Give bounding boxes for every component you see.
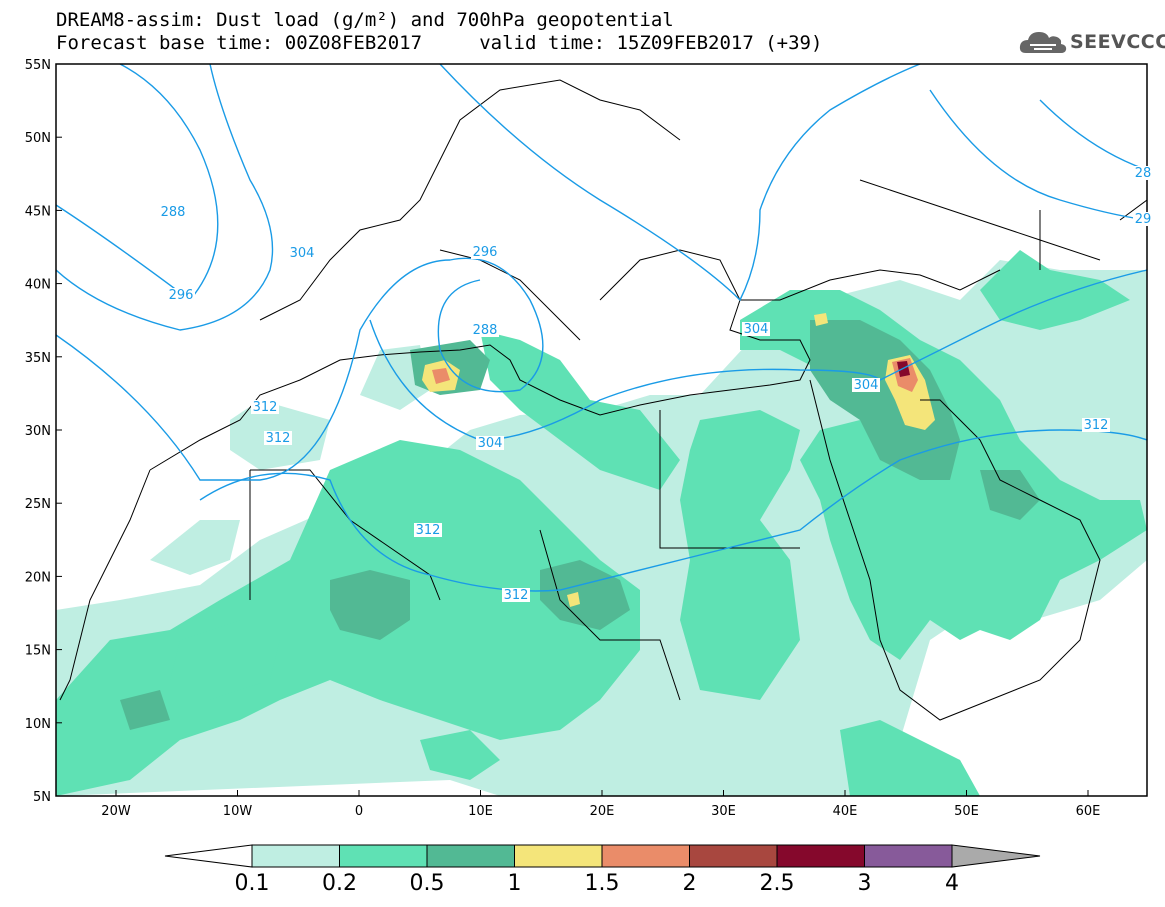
lat-label: 15N	[25, 644, 51, 659]
contour-label-bg	[742, 322, 770, 336]
lat-label: 35N	[25, 351, 51, 366]
contour-label: 304	[290, 246, 315, 261]
lat-label: 5N	[33, 790, 51, 805]
contour-label-bg	[471, 323, 499, 337]
lon-label: 50E	[954, 804, 979, 819]
colorbar-high-end	[951, 844, 1041, 868]
contour-label-bg	[1133, 166, 1153, 180]
contour-label-bg	[167, 288, 195, 302]
lon-label: 40E	[833, 804, 858, 819]
lon-label: 10W	[223, 804, 253, 819]
cloud-icon	[1019, 32, 1067, 53]
contour-label-bg	[471, 245, 499, 259]
latitude-axis: 55N 50N 45N 40N 35N 30N 25N 20N 15N 10N 5N	[25, 58, 62, 805]
colorbar-label: 0.2	[322, 871, 357, 896]
contour-label: 304	[854, 378, 879, 393]
lon-label: 60E	[1076, 804, 1101, 819]
colorbar-swatch	[864, 844, 953, 868]
colorbar-swatch	[339, 844, 428, 868]
colorbar-swatch	[251, 844, 340, 868]
colorbar-swatch	[426, 844, 515, 868]
lon-label: 0	[355, 804, 363, 819]
lon-label: 30E	[711, 804, 736, 819]
lat-label: 25N	[25, 497, 51, 512]
lat-label: 20N	[25, 570, 51, 585]
lat-label: 50N	[25, 131, 51, 146]
lat-label: 40N	[25, 278, 51, 293]
colorbar-label: 1	[507, 871, 522, 896]
contour-label-bg	[288, 246, 316, 260]
lat-label: 45N	[25, 204, 51, 219]
contour-label: 312	[253, 400, 278, 415]
colorbar-label: 1.5	[584, 871, 620, 896]
contour-label-bg	[476, 436, 504, 450]
contour-label-bg	[414, 523, 442, 537]
contour-label: 29	[1135, 212, 1152, 227]
contour-label-bg	[251, 400, 279, 414]
colorbar-swatch	[776, 844, 865, 868]
lon-label: 10E	[468, 804, 493, 819]
dust-field-heavy	[120, 320, 1040, 730]
colorbar-label: 2	[682, 871, 697, 896]
contour-label-bg	[1133, 212, 1153, 226]
logo-text: SEEVCCC	[1070, 31, 1165, 53]
contour-label: 312	[1084, 418, 1109, 433]
contour-label: 296	[473, 245, 498, 260]
lat-label: 10N	[25, 717, 51, 732]
contour-label-bg	[159, 205, 187, 219]
colorbar	[164, 844, 1041, 868]
colorbar-label: 0.5	[409, 871, 445, 896]
contour-label: 312	[266, 431, 291, 446]
lon-label: 20W	[101, 804, 131, 819]
contour-label-bg	[264, 431, 292, 445]
contour-label: 288	[473, 323, 498, 338]
contour-label-bg	[502, 588, 530, 602]
colorbar-low-end	[164, 844, 253, 868]
contour-labels: 288 296 304 296 288 312 312 304 312 312 304 304 312 2…	[159, 166, 1153, 603]
colorbar-swatch	[689, 844, 778, 868]
contour-label: 312	[504, 588, 529, 603]
dust-fields	[56, 64, 1147, 796]
colorbar-label: 4	[945, 871, 959, 896]
contour-label: 312	[416, 523, 441, 538]
longitude-axis: 20W 10W 0 10E 20E 30E 40E 50E 60E	[101, 790, 1100, 819]
contour-label: 304	[478, 436, 503, 451]
colorbar-swatch	[601, 844, 690, 868]
logo: SEEVCCC	[1018, 25, 1165, 59]
contour-label-bg	[852, 378, 880, 392]
coastlines	[59, 79, 1147, 721]
colorbar-label: 3	[857, 871, 872, 896]
contour-label: 28	[1135, 166, 1152, 181]
lon-label: 20E	[590, 804, 615, 819]
lat-label: 55N	[25, 58, 51, 73]
map-subtitle: Forecast base time: 00Z08FEB2017 valid t…	[56, 32, 823, 54]
colorbar-label: 2.5	[759, 871, 795, 896]
map-title: DREAM8-assim: Dust load (g/m²) and 700hP…	[56, 9, 674, 31]
lat-label: 30N	[25, 424, 51, 439]
contour-label: 304	[744, 322, 769, 337]
colorbar-label: 0.1	[234, 871, 270, 896]
contour-label-bg	[1082, 418, 1110, 432]
contour-label: 288	[161, 205, 186, 220]
contour-label: 296	[169, 288, 194, 303]
colorbar-swatch	[514, 844, 603, 868]
